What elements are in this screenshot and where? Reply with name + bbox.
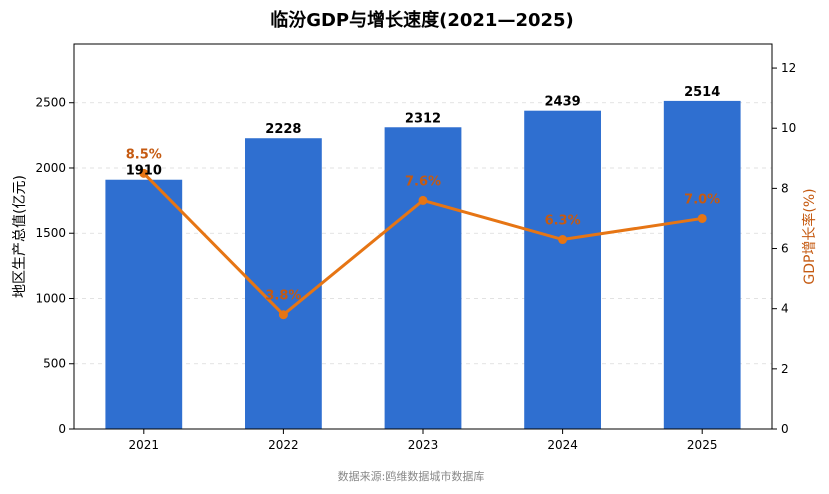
- right-tick-label: 10: [781, 121, 796, 135]
- x-axis-ticks: 2021 2022 2023 2024 2025: [129, 429, 718, 452]
- left-tick-label: 2500: [35, 96, 66, 110]
- right-tick-label: 12: [781, 61, 796, 75]
- left-axis-ticks: 0 500 1000 1500 2000 2500: [35, 96, 74, 436]
- growth-value-label: 7.6%: [405, 174, 441, 189]
- right-tick-label: 6: [781, 242, 789, 256]
- left-tick-label: 500: [43, 357, 66, 371]
- bar: [245, 138, 322, 429]
- bar: [663, 100, 741, 429]
- growth-point: [697, 213, 707, 223]
- bar: [384, 127, 462, 429]
- growth-point: [139, 168, 149, 178]
- bar-value-label: 2228: [265, 122, 301, 137]
- bar-value-label: 2514: [684, 85, 720, 100]
- left-tick-label: 1500: [35, 226, 66, 240]
- left-tick-label: 1000: [35, 291, 66, 305]
- chart-title: 临汾GDP与增长速度(2021—2025): [270, 9, 574, 31]
- bar-value-label: 2312: [405, 111, 441, 126]
- left-tick-label: 2000: [35, 161, 66, 175]
- data-labels: 1910 2228 2312 2439 2514 8.5% 3.8% 7.6% 6.3% 7.0%: [126, 85, 721, 304]
- growth-value-label: 8.5%: [126, 147, 162, 162]
- x-tick-label: 2024: [547, 438, 578, 452]
- x-tick-label: 2021: [129, 438, 160, 452]
- growth-value-label: 7.0%: [684, 192, 720, 207]
- bar: [105, 179, 183, 429]
- growth-point: [418, 195, 428, 205]
- bar-value-label: 1910: [126, 164, 162, 179]
- growth-value-label: 3.8%: [265, 289, 301, 304]
- growth-point: [278, 310, 288, 320]
- data-source-note: 数据来源:鸥维数据城市数据库: [338, 469, 485, 483]
- x-tick-label: 2023: [408, 438, 439, 452]
- line-series: [139, 168, 707, 320]
- right-tick-label: 8: [781, 181, 789, 195]
- right-axis-label: GDP增长率(%): [801, 188, 818, 284]
- bar: [524, 110, 601, 430]
- left-tick-label: 0: [58, 422, 66, 436]
- growth-value-label: 6.3%: [545, 214, 581, 229]
- right-tick-label: 4: [781, 302, 789, 316]
- right-tick-label: 2: [781, 362, 789, 376]
- x-tick-label: 2025: [687, 438, 718, 452]
- left-axis-label: 地区生产总值(亿元): [12, 175, 28, 298]
- x-tick-label: 2022: [268, 438, 299, 452]
- bar-value-label: 2439: [545, 95, 581, 110]
- right-tick-label: 0: [781, 422, 789, 436]
- right-axis-ticks: 0 2 4 6 8 10 12: [772, 61, 796, 436]
- growth-point: [558, 235, 568, 245]
- bar-series: [105, 100, 741, 430]
